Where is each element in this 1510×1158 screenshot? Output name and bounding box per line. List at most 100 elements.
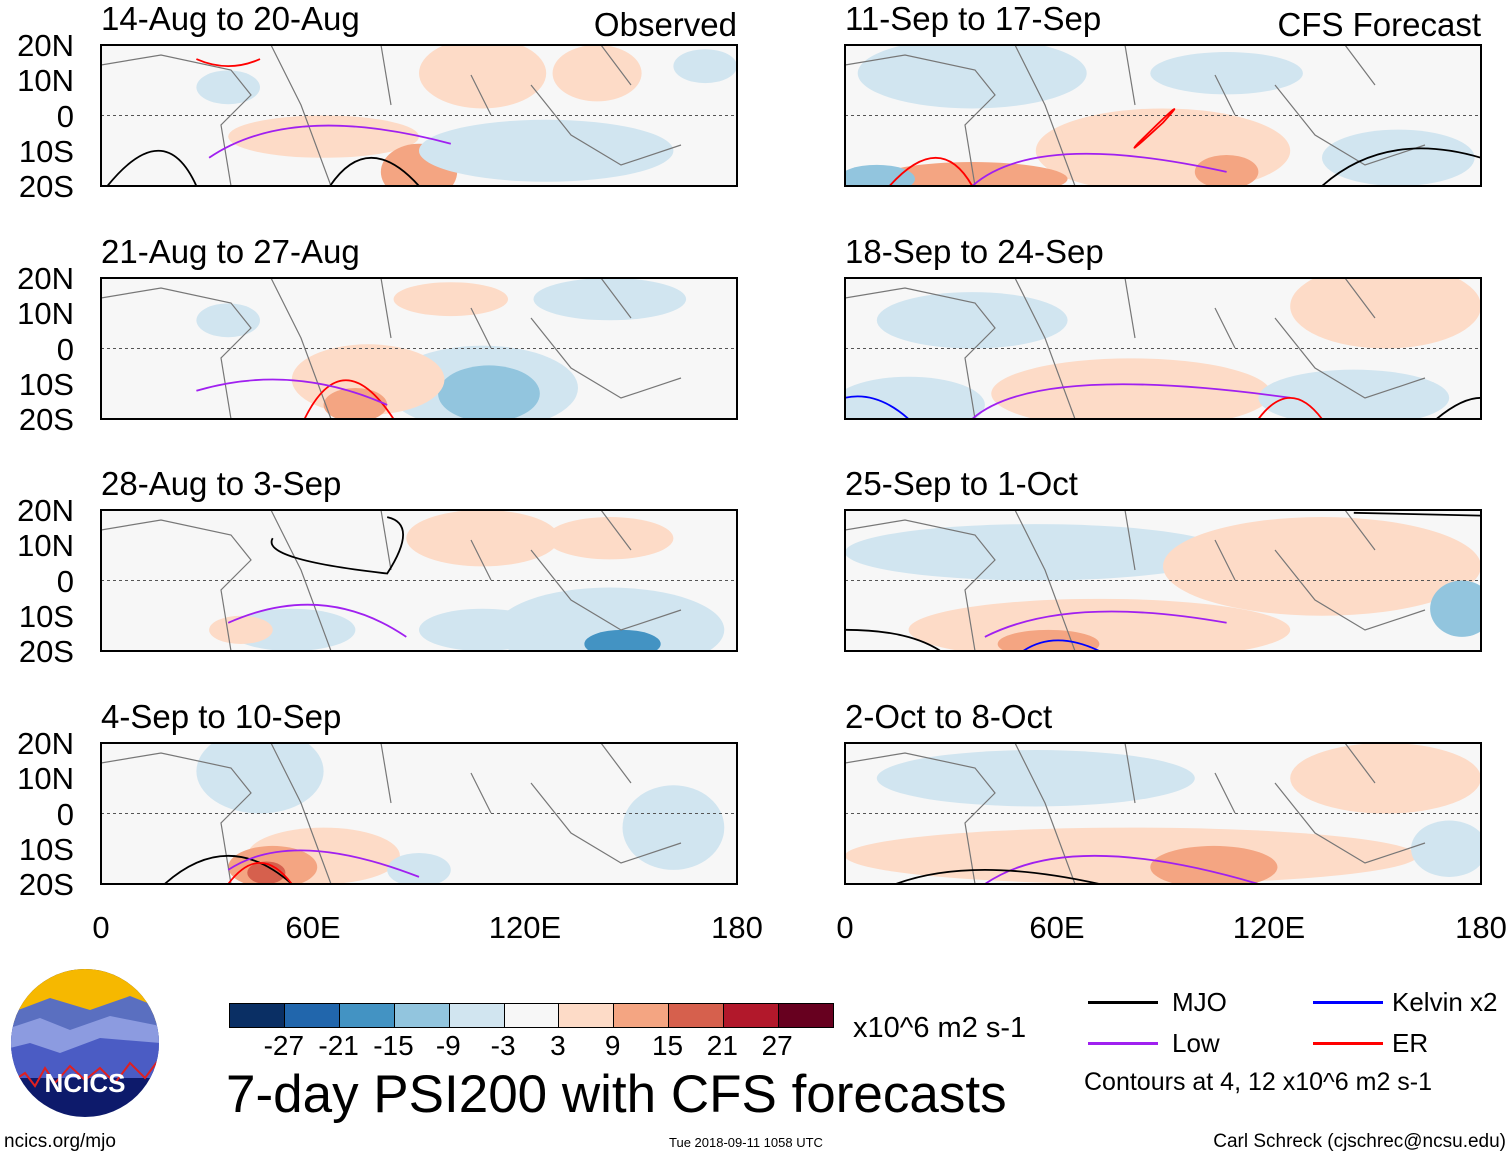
colorbar-tick-label: 27	[761, 1030, 793, 1061]
legend-label-er: ER	[1392, 1028, 1429, 1058]
contour-line	[329, 156, 420, 186]
anomaly-region	[419, 119, 674, 182]
colorbar-swatch	[503, 1004, 559, 1027]
panel-frame	[844, 509, 1482, 652]
y-tick-label: 20N	[17, 28, 74, 63]
anomaly-region	[876, 292, 1068, 349]
colorbar-swatch	[723, 1004, 779, 1027]
anomaly-region	[393, 282, 509, 317]
y-tick-label: 10S	[18, 598, 74, 634]
anomaly-region	[876, 750, 1195, 807]
y-tick-label: 10S	[18, 831, 74, 867]
colorbar-swatch	[230, 1004, 284, 1027]
x-tick-label: 0	[92, 910, 110, 945]
anomaly-region	[1258, 369, 1450, 419]
coastline	[845, 743, 1426, 884]
colorbar-tick-label: 3	[550, 1030, 566, 1061]
panel-title: 11-Sep to 17-Sep	[845, 0, 1102, 37]
colorbar-swatch	[393, 1004, 449, 1027]
panel-title: 18-Sep to 24-Sep	[845, 233, 1104, 270]
anomaly-region	[876, 162, 1068, 186]
colorbar-tick-label: 9	[604, 1030, 621, 1061]
panel-title: 28-Aug to 3-Sep	[101, 465, 342, 502]
anomaly-region	[228, 115, 419, 158]
legend-line-er	[1313, 1042, 1383, 1045]
colorbar-swatch	[613, 1004, 669, 1027]
colorbar	[229, 1003, 834, 1028]
colorbar-tick-label: -9	[435, 1030, 461, 1061]
panel-label: Observed	[593, 6, 737, 43]
colorbar-swatch	[558, 1004, 614, 1027]
anomaly-region	[495, 587, 725, 651]
contour-line	[845, 628, 941, 651]
anomaly-region	[845, 376, 985, 419]
footer-url[interactable]: ncics.org/mjo	[4, 1131, 116, 1152]
coastline	[101, 743, 682, 884]
map-panel	[100, 742, 738, 885]
coastline	[101, 278, 682, 419]
anomaly-region	[1150, 52, 1303, 95]
anomaly-region	[419, 45, 547, 109]
panel-frame	[844, 277, 1482, 420]
y-tick-label: 10N	[17, 296, 74, 332]
map-panel	[100, 44, 738, 187]
contour-line	[1133, 108, 1176, 149]
anomaly-region	[196, 70, 260, 105]
anomaly-region	[323, 387, 388, 419]
contour-line	[106, 149, 198, 186]
anomaly-region	[1194, 154, 1259, 186]
y-tick-label: 10S	[18, 133, 74, 169]
x-tick-label: 180	[1455, 910, 1507, 945]
contour-line	[270, 516, 404, 575]
anomaly-region	[196, 303, 260, 338]
anomaly-region	[552, 45, 642, 102]
contour-line	[971, 152, 1227, 186]
contour-line	[984, 610, 1227, 638]
y-tick-label: 10S	[18, 366, 74, 402]
colorbar-tick-label: -27	[263, 1030, 305, 1061]
contour-line	[1257, 396, 1323, 419]
contour-line	[971, 383, 1291, 419]
map-panel	[844, 742, 1482, 885]
y-tick-label: 20N	[17, 493, 74, 528]
y-tick-label: 20S	[18, 402, 74, 437]
anomaly-region	[196, 743, 324, 814]
anomaly-region	[406, 510, 559, 567]
contour-note: Contours at 4, 12 x10^6 m2 s-1	[1084, 1068, 1433, 1096]
anomaly-region	[1163, 517, 1481, 616]
anomaly-region	[1322, 129, 1475, 186]
panel-title: 2-Oct to 8-Oct	[845, 698, 1053, 735]
y-tick-label: 20S	[18, 634, 74, 669]
y-tick-label: 0	[56, 98, 74, 134]
anomaly-region	[1290, 278, 1481, 349]
anomaly-region	[991, 358, 1272, 419]
contour-line	[1022, 639, 1100, 651]
legend-line-kelvin	[1313, 1001, 1383, 1004]
x-tick-label: 180	[711, 910, 763, 945]
y-tick-label: 10N	[17, 761, 74, 797]
contour-line	[196, 378, 388, 406]
contour-line	[227, 861, 293, 884]
anomaly-region	[622, 785, 725, 870]
anomaly-region	[584, 629, 661, 651]
anomaly-region	[247, 861, 286, 884]
colorbar-tick-label: 21	[706, 1030, 738, 1061]
footer-author: Carl Schreck (cjschrec@ncsu.edu)	[1213, 1131, 1506, 1152]
chart-title: 7-day PSI200 with CFS forecasts	[226, 1065, 1007, 1124]
coastline	[101, 45, 682, 186]
contour-line	[196, 58, 261, 67]
anomaly-region	[673, 49, 737, 84]
panel-label: CFS Forecast	[1277, 6, 1481, 43]
colorbar-tick-label: -15	[373, 1030, 414, 1061]
contour-line	[208, 124, 452, 159]
panel-title: 21-Aug to 27-Aug	[101, 233, 360, 270]
panel-frame	[844, 44, 1482, 187]
y-tick-label: 20S	[18, 867, 74, 902]
anomaly-region	[438, 365, 540, 419]
x-tick-label: 120E	[488, 910, 562, 945]
x-tick-label: 60E	[1029, 910, 1085, 945]
coastline	[845, 45, 1426, 186]
map-panel	[844, 509, 1482, 652]
panel-frame	[844, 742, 1482, 885]
panel-frame	[100, 509, 738, 652]
